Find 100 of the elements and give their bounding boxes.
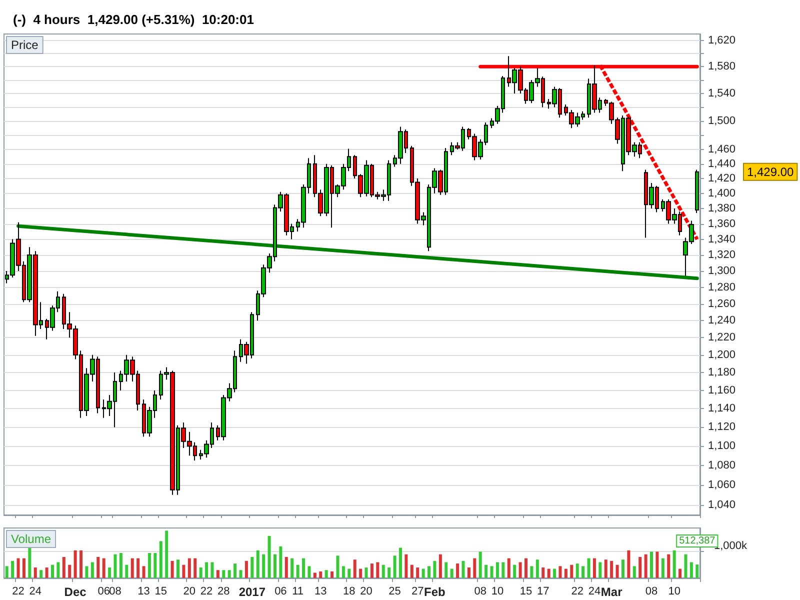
y-tick-label: 1,040 bbox=[708, 498, 736, 511]
bar bbox=[250, 556, 254, 578]
bar bbox=[484, 564, 488, 578]
x-tick-label: 11 bbox=[292, 586, 304, 598]
x-tick-label: 22 bbox=[571, 586, 584, 598]
y-tick-label: 1,320 bbox=[708, 249, 736, 262]
bar bbox=[359, 568, 362, 578]
bar bbox=[530, 566, 534, 578]
bar bbox=[382, 564, 385, 578]
bar bbox=[62, 556, 66, 578]
bar bbox=[239, 570, 242, 578]
bar bbox=[422, 568, 425, 578]
x-tick-label: 08 bbox=[645, 586, 658, 598]
bar bbox=[85, 566, 88, 578]
bar bbox=[16, 558, 20, 578]
bar bbox=[644, 554, 648, 578]
y-tick-label: 1,280 bbox=[708, 281, 736, 294]
bar bbox=[188, 558, 191, 578]
bar bbox=[176, 560, 180, 578]
bar bbox=[513, 564, 516, 578]
y-tick-label: 1,300 bbox=[708, 265, 736, 278]
x-tick-label: 24 bbox=[588, 586, 601, 598]
y-axis-title: Price bbox=[11, 38, 39, 52]
bar bbox=[125, 564, 128, 578]
bar bbox=[536, 560, 539, 578]
bar bbox=[136, 558, 140, 578]
x-tick-label: 17 bbox=[536, 586, 550, 598]
bar bbox=[433, 560, 436, 578]
y-tick-label: 1,060 bbox=[708, 478, 736, 491]
x-tick-label: 10 bbox=[491, 586, 504, 598]
x-tick-label: 06 bbox=[274, 586, 287, 598]
bar bbox=[627, 550, 630, 578]
y-tick-label: 1,620 bbox=[708, 34, 736, 46]
x-tick-label: Mar bbox=[600, 585, 623, 599]
bar bbox=[40, 570, 43, 578]
bar bbox=[672, 550, 676, 578]
bar bbox=[119, 553, 122, 578]
bar bbox=[336, 556, 340, 578]
bar bbox=[102, 558, 106, 578]
bar bbox=[108, 567, 112, 578]
y-tick-label: 1,260 bbox=[708, 298, 736, 310]
bar bbox=[462, 560, 465, 578]
bar bbox=[199, 567, 202, 578]
bar bbox=[342, 566, 345, 578]
bar bbox=[667, 554, 670, 578]
bar bbox=[319, 571, 322, 578]
x-tick-label: 06 bbox=[98, 586, 110, 598]
bar bbox=[56, 562, 60, 578]
y-tick-label: 1,120 bbox=[708, 421, 736, 434]
bar bbox=[518, 562, 522, 578]
bar bbox=[114, 554, 117, 578]
y-tick-label: 1,240 bbox=[708, 314, 736, 327]
bar bbox=[388, 567, 391, 578]
x-tick-label: 20 bbox=[360, 586, 372, 598]
bar bbox=[592, 558, 596, 578]
x-tick-label: 08 bbox=[474, 586, 486, 598]
bar bbox=[656, 552, 659, 578]
y-tick-label: 1,500 bbox=[708, 115, 736, 128]
bar bbox=[256, 550, 260, 578]
x-tick-label: 15 bbox=[520, 586, 532, 598]
y-tick-label: 1,180 bbox=[708, 366, 736, 379]
text: 1,429.00 bbox=[747, 164, 794, 179]
bar bbox=[324, 570, 328, 578]
bar bbox=[638, 556, 642, 578]
bar bbox=[678, 568, 682, 578]
bar bbox=[587, 558, 590, 578]
x-tick-label: Feb bbox=[424, 585, 446, 599]
bar bbox=[11, 560, 14, 578]
bar bbox=[130, 558, 134, 578]
bar bbox=[604, 560, 608, 578]
bar bbox=[404, 554, 408, 578]
bar bbox=[313, 572, 316, 578]
bar bbox=[296, 564, 300, 578]
y-tick-label: 1,540 bbox=[708, 88, 736, 100]
x-tick-label: Dec bbox=[64, 585, 87, 599]
bar bbox=[80, 550, 83, 578]
bar bbox=[376, 562, 380, 578]
x-tick-label: 13 bbox=[138, 586, 150, 598]
bar bbox=[416, 567, 420, 578]
y-tick-label: 1,360 bbox=[708, 218, 736, 230]
bar bbox=[234, 564, 237, 578]
bar bbox=[74, 550, 77, 578]
bar bbox=[650, 552, 654, 578]
x-tick-label: 22 bbox=[200, 586, 213, 598]
bar bbox=[148, 553, 151, 578]
y-tick-label: 1,380 bbox=[708, 202, 736, 214]
y-tick-label: 1,420 bbox=[708, 172, 736, 185]
bar bbox=[216, 570, 220, 578]
bar bbox=[50, 564, 54, 578]
bar bbox=[290, 558, 294, 578]
bar bbox=[244, 560, 248, 578]
bar bbox=[222, 570, 226, 578]
bar bbox=[621, 560, 624, 578]
bar bbox=[330, 571, 334, 578]
bar bbox=[570, 564, 574, 578]
bar bbox=[598, 562, 602, 578]
bar bbox=[228, 570, 231, 578]
bar bbox=[273, 554, 276, 578]
x-tick-label: 18 bbox=[343, 586, 356, 598]
x-tick-label: 25 bbox=[388, 586, 401, 598]
